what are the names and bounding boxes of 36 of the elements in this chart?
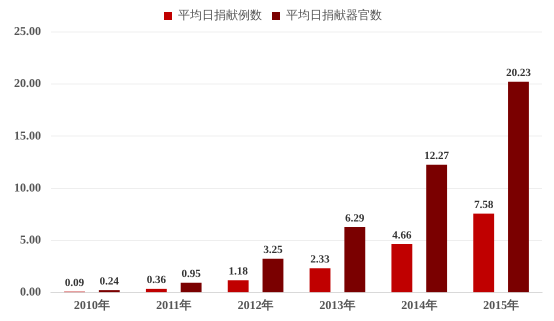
bar	[473, 214, 494, 292]
data-label: 3.25	[263, 244, 284, 256]
data-label: 1.18	[228, 266, 248, 278]
legend-label: 平均日捐献例数	[178, 8, 262, 22]
x-tick-label: 2013年	[319, 298, 356, 312]
bar	[426, 164, 448, 292]
data-label: 7.58	[474, 198, 494, 211]
data-label: 20.23	[506, 67, 532, 80]
bar	[262, 258, 284, 292]
data-label: 2.33	[310, 254, 330, 266]
x-tick-label: 2010年	[74, 298, 110, 312]
legend-label: 平均日捐献器官数	[286, 8, 382, 22]
data-label: 0.24	[100, 275, 120, 288]
x-tick-label: 2012年	[238, 298, 274, 312]
bar	[344, 227, 366, 292]
y-tick-label: 25.00	[14, 24, 41, 38]
y-tick-label: 0.00	[20, 284, 41, 299]
data-label: 12.27	[424, 150, 450, 162]
y-tick-label: 5.00	[20, 232, 41, 247]
y-tick-label: 10.00	[14, 180, 41, 194]
x-tick-label: 2014年	[401, 298, 438, 312]
data-label: 0.95	[182, 268, 202, 280]
x-tick-label: 2011年	[156, 298, 192, 312]
data-label: 6.29	[345, 212, 365, 224]
bar	[146, 288, 167, 292]
bar	[180, 282, 202, 292]
data-label: 0.09	[64, 277, 85, 290]
bar	[391, 244, 412, 292]
bar	[310, 268, 330, 292]
y-tick-label: 15.00	[14, 128, 41, 142]
bar	[508, 82, 529, 292]
data-label: 4.66	[392, 229, 412, 242]
x-tick-label: 2015年	[483, 298, 520, 312]
data-label: 0.36	[146, 274, 166, 286]
y-tick-label: 20.00	[14, 76, 41, 90]
bar	[228, 280, 249, 292]
